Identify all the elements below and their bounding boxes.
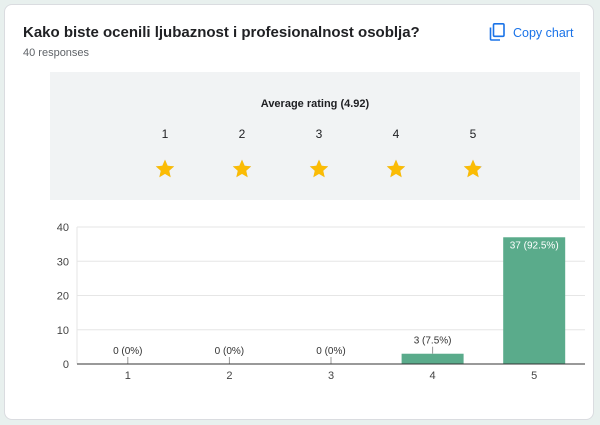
bar xyxy=(401,353,464,364)
data-label: 3 (7.5%) xyxy=(414,336,452,347)
star-icon-2 xyxy=(232,159,252,178)
y-tick-label: 20 xyxy=(57,291,69,303)
x-tick-label: 1 xyxy=(125,370,131,382)
x-tick-label: 2 xyxy=(226,370,232,382)
average-rating-panel: Average rating (4.92) 1 2 3 4 5 xyxy=(50,72,580,200)
star-icon-5 xyxy=(463,159,483,178)
rating-scale-5: 5 xyxy=(469,127,477,141)
x-tick-label: 3 xyxy=(328,370,334,382)
rating-scale-4: 4 xyxy=(392,127,400,141)
copy-icon xyxy=(489,22,505,44)
data-label: 0 (0%) xyxy=(215,346,244,357)
y-tick-label: 30 xyxy=(57,256,69,268)
y-tick-label: 40 xyxy=(57,222,69,234)
data-label: 0 (0%) xyxy=(316,346,345,357)
rating-scale-3: 3 xyxy=(315,127,323,141)
y-tick-label: 10 xyxy=(57,325,69,337)
star-icon-3 xyxy=(309,159,329,178)
star-icon-1 xyxy=(155,159,175,178)
bar xyxy=(503,237,566,364)
rating-scale-1: 1 xyxy=(161,127,169,141)
y-tick-label: 0 xyxy=(63,359,69,371)
x-tick-label: 4 xyxy=(430,370,436,382)
average-rating-label: Average rating (4.92) xyxy=(260,98,370,110)
copy-chart-label: Copy chart xyxy=(513,26,574,40)
response-count: 40 responses xyxy=(23,47,90,59)
x-tick-label: 5 xyxy=(531,370,537,382)
star-icon-4 xyxy=(386,159,406,178)
copy-chart-button[interactable]: Copy chart xyxy=(489,17,573,49)
rating-scale-2: 2 xyxy=(238,127,246,141)
data-label: 37 (92.5%) xyxy=(510,240,559,251)
question-title: Kako biste ocenili ljubaznost i profesio… xyxy=(23,24,420,41)
data-label: 0 (0%) xyxy=(113,346,142,357)
